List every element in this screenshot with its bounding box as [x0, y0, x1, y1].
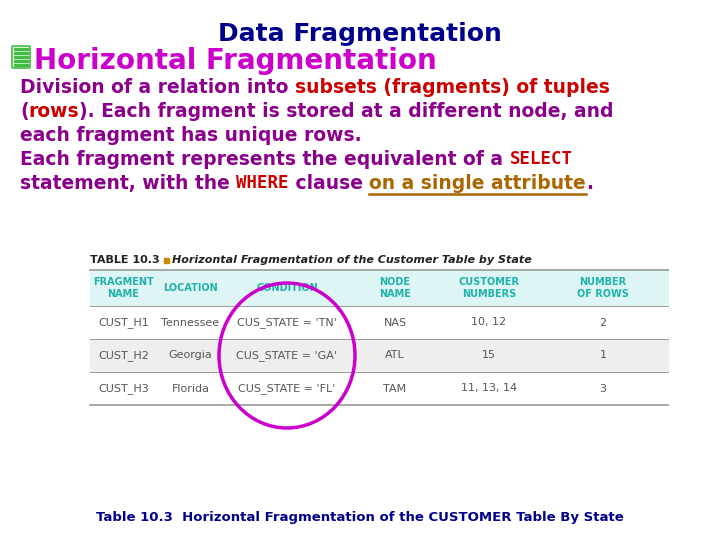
- Text: CUS_STATE = 'TN': CUS_STATE = 'TN': [237, 317, 337, 328]
- Bar: [14, 48, 28, 50]
- Text: Data Fragmentation: Data Fragmentation: [218, 22, 502, 46]
- Text: NODE
NAME: NODE NAME: [379, 277, 411, 299]
- Text: CUS_STATE = 'FL': CUS_STATE = 'FL': [238, 383, 336, 394]
- Text: TAM: TAM: [384, 383, 407, 394]
- Bar: [163, 258, 168, 263]
- Text: 3: 3: [600, 383, 606, 394]
- Bar: [90, 270, 668, 306]
- Text: Georgia: Georgia: [168, 350, 212, 361]
- Text: Division of a relation into: Division of a relation into: [20, 78, 295, 97]
- Text: subsets (fragments) of tuples: subsets (fragments) of tuples: [295, 78, 610, 97]
- Bar: [14, 52, 28, 54]
- Text: SELECT: SELECT: [510, 150, 572, 168]
- Text: Horizontal Fragmentation of the Customer Table by State: Horizontal Fragmentation of the Customer…: [171, 255, 531, 265]
- Text: CUST_H1: CUST_H1: [98, 317, 149, 328]
- Text: clause: clause: [289, 174, 369, 193]
- Bar: [14, 56, 28, 58]
- Text: 11, 13, 14: 11, 13, 14: [461, 383, 517, 394]
- Text: CUS_STATE = 'GA': CUS_STATE = 'GA': [236, 350, 338, 361]
- Text: on a single attribute: on a single attribute: [369, 174, 586, 193]
- Text: (: (: [20, 102, 29, 121]
- Text: 2: 2: [600, 318, 606, 327]
- Bar: [14, 64, 28, 66]
- Text: CUST_H2: CUST_H2: [98, 350, 149, 361]
- Text: CUST_H3: CUST_H3: [98, 383, 149, 394]
- Text: each fragment has unique rows.: each fragment has unique rows.: [20, 126, 361, 145]
- Text: 1: 1: [600, 350, 606, 361]
- Text: Tennessee: Tennessee: [161, 318, 220, 327]
- Text: Florida: Florida: [171, 383, 210, 394]
- Text: TABLE 10.3: TABLE 10.3: [90, 255, 160, 265]
- Text: CONDITION: CONDITION: [256, 283, 318, 293]
- Text: ATL: ATL: [385, 350, 405, 361]
- Text: 15: 15: [482, 350, 496, 361]
- Text: .: .: [586, 174, 593, 193]
- Text: LOCATION: LOCATION: [163, 283, 218, 293]
- Text: CUSTOMER
NUMBERS: CUSTOMER NUMBERS: [459, 277, 520, 299]
- Bar: [14, 60, 28, 62]
- Text: NUMBER
OF ROWS: NUMBER OF ROWS: [577, 277, 629, 299]
- Bar: [90, 339, 668, 372]
- Text: 10, 12: 10, 12: [472, 318, 507, 327]
- Text: FRAGMENT
NAME: FRAGMENT NAME: [93, 277, 154, 299]
- Text: ). Each fragment is stored at a different node, and: ). Each fragment is stored at a differen…: [79, 102, 613, 121]
- Text: statement, with the: statement, with the: [20, 174, 236, 193]
- Text: Each fragment represents the equivalent of a: Each fragment represents the equivalent …: [20, 150, 510, 169]
- Text: Table 10.3  Horizontal Fragmentation of the CUSTOMER Table By State: Table 10.3 Horizontal Fragmentation of t…: [96, 511, 624, 524]
- Text: WHERE: WHERE: [236, 174, 289, 192]
- Text: Horizontal Fragmentation: Horizontal Fragmentation: [34, 47, 437, 75]
- Bar: [90, 372, 668, 405]
- Text: NAS: NAS: [384, 318, 407, 327]
- Bar: [90, 306, 668, 339]
- Text: rows: rows: [29, 102, 79, 121]
